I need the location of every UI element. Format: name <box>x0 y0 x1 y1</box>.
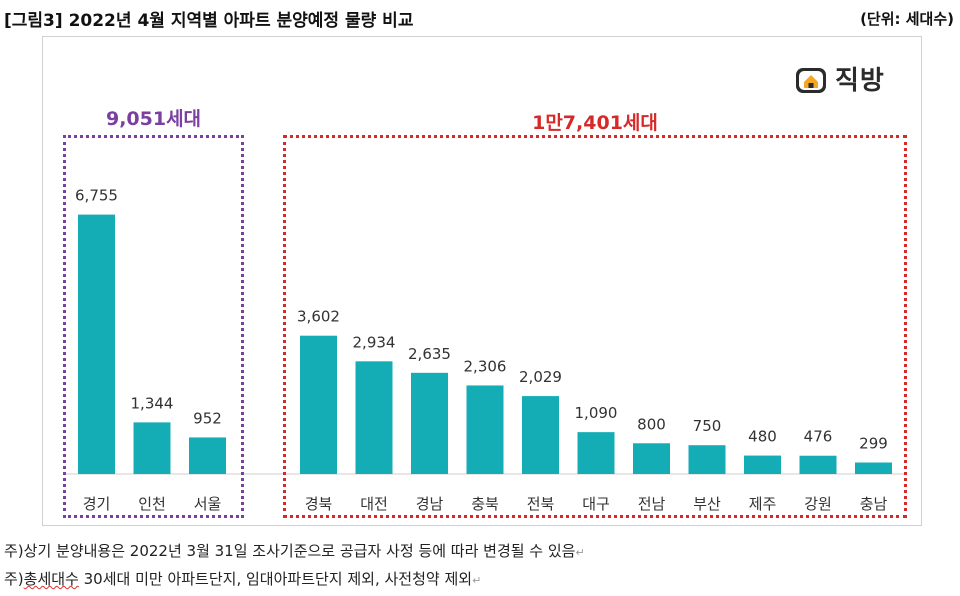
group-box-regional <box>283 135 907 518</box>
bar-13 <box>855 462 892 474</box>
value-label-12: 476 <box>804 428 833 446</box>
category-label-11: 제주 <box>749 495 777 513</box>
bar-4 <box>355 361 393 474</box>
bar-10 <box>688 445 726 474</box>
category-label-0: 경기 <box>83 495 111 513</box>
footnote-1-text: 주)상기 분양내용은 2022년 3월 31일 조사기준으로 공급자 사정 등에… <box>4 542 576 560</box>
bar-6 <box>466 385 504 474</box>
category-label-3: 경북 <box>305 495 333 513</box>
category-label-8: 대구 <box>582 495 610 513</box>
logo: 직방 <box>795 60 885 97</box>
group-box-capital <box>63 135 244 518</box>
footnote-2-underlined: 총세대수 <box>23 570 79 588</box>
value-label-0: 6,755 <box>75 187 118 205</box>
bar-5 <box>411 372 448 474</box>
category-label-10: 부산 <box>693 495 721 513</box>
bar-8 <box>577 432 615 474</box>
value-label-10: 750 <box>693 417 722 435</box>
category-label-7: 전북 <box>527 495 555 513</box>
unit-label: (단위: 세대수) <box>860 10 954 28</box>
bar-1 <box>133 422 171 474</box>
bar-2 <box>189 437 226 474</box>
value-label-6: 2,306 <box>464 357 507 375</box>
value-label-3: 3,602 <box>297 308 340 326</box>
value-label-9: 800 <box>637 415 666 433</box>
footnote-2-prefix: 주) <box>4 570 24 588</box>
group-total-capital: 9,051세대 <box>105 108 202 130</box>
chart-frame <box>42 36 922 526</box>
value-label-13: 299 <box>859 435 888 453</box>
value-label-8: 1,090 <box>575 404 618 422</box>
category-label-4: 대전 <box>360 495 388 513</box>
category-label-6: 충북 <box>471 495 499 513</box>
category-label-13: 충남 <box>860 495 888 513</box>
value-label-2: 952 <box>193 409 222 427</box>
value-label-5: 2,635 <box>408 345 451 363</box>
category-label-1: 인천 <box>138 495 166 513</box>
category-label-9: 전남 <box>638 495 666 513</box>
category-label-12: 강원 <box>804 495 832 513</box>
bar-9 <box>633 443 670 474</box>
zigbang-house-icon <box>795 64 827 94</box>
value-label-4: 2,934 <box>353 333 396 351</box>
group-total-regional: 1만7,401세대 <box>532 112 658 134</box>
value-label-11: 480 <box>748 428 777 446</box>
footnote-2-rest: 30세대 미만 아파트단지, 임대아파트단지 제외, 사전청약 제외 <box>78 570 473 588</box>
bar-3 <box>300 335 337 474</box>
bar-7 <box>522 396 559 474</box>
bar-12 <box>799 455 837 474</box>
category-label-2: 서울 <box>194 495 222 513</box>
logo-text: 직방 <box>835 66 885 96</box>
footnote-2: 주)총세대수 30세대 미만 아파트단지, 임대아파트단지 제외, 사전청약 제… <box>4 570 482 588</box>
footnote-1: 주)상기 분양내용은 2022년 3월 31일 조사기준으로 공급자 사정 등에… <box>4 542 585 560</box>
value-label-1: 1,344 <box>131 394 174 412</box>
bar-11 <box>744 455 781 474</box>
value-label-7: 2,029 <box>519 368 562 386</box>
bar-0 <box>78 214 115 474</box>
figure-title: [그림3] 2022년 4월 지역별 아파트 분양예정 물량 비교 <box>4 11 414 31</box>
category-label-5: 경남 <box>416 495 444 513</box>
